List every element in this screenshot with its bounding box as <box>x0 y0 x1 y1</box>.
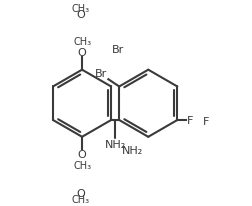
Text: F: F <box>186 115 193 125</box>
Text: O: O <box>76 188 84 198</box>
Text: Br: Br <box>112 45 124 55</box>
Text: O: O <box>77 150 86 160</box>
Text: F: F <box>202 117 208 127</box>
Text: CH₃: CH₃ <box>71 4 89 14</box>
Text: Br: Br <box>95 69 107 79</box>
Text: CH₃: CH₃ <box>73 161 91 171</box>
Text: CH₃: CH₃ <box>71 194 89 204</box>
Text: O: O <box>76 10 84 20</box>
Text: NH₂: NH₂ <box>104 139 125 149</box>
Text: CH₃: CH₃ <box>73 37 91 47</box>
Text: NH₂: NH₂ <box>122 145 143 155</box>
Text: O: O <box>77 48 86 58</box>
